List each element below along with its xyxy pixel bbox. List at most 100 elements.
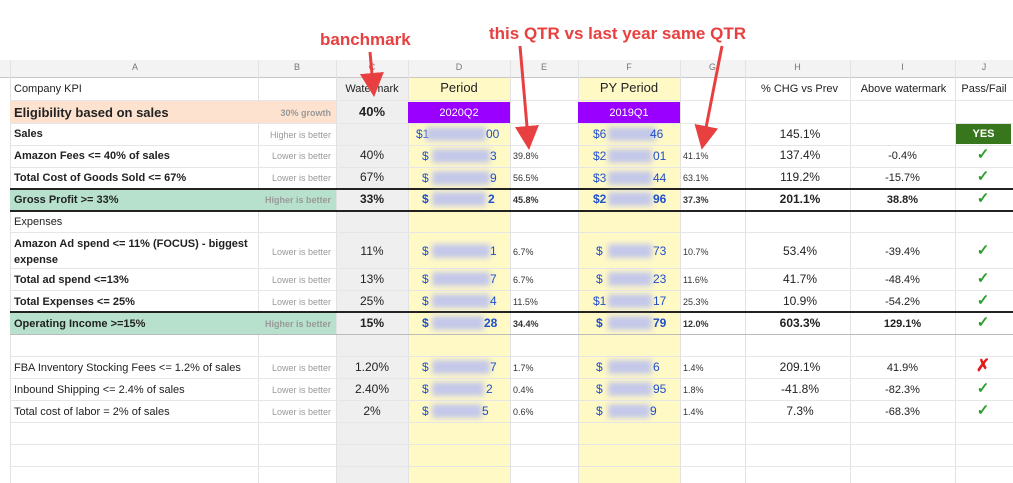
col-letter-b[interactable]: B [293,62,300,72]
pass-check-icon[interactable]: ✓ [976,146,990,163]
hint-fba-stocking[interactable]: Lower is better [271,363,331,373]
pass-check-icon[interactable]: ✓ [976,168,990,185]
pypct-total-expenses[interactable]: 25.3% [683,297,709,307]
pypct-total-ad-spend[interactable]: 11.6% [683,275,708,285]
pypct-fba-stocking[interactable]: 1.4% [683,363,704,373]
yes-badge[interactable] [956,124,1011,144]
py-fba-stocking[interactable]: $ [596,360,603,374]
kpi-gross-profit[interactable]: Gross Profit >= 33% [14,194,119,206]
py-sales[interactable]: $6 [593,127,607,141]
period-cogs[interactable]: $ [422,171,429,185]
col-letter-e[interactable]: E [540,62,547,72]
py-inbound-shipping[interactable]: $ [596,382,603,396]
chg-fba-stocking[interactable]: 209.1% [779,360,821,374]
ppct-amazon-ad-spend[interactable]: 6.7% [513,247,534,257]
header-above-watermark[interactable]: Above watermark [860,83,947,95]
pass-check-icon[interactable]: ✓ [976,270,990,287]
pass-check-icon[interactable]: ✓ [976,190,990,207]
header-py-period[interactable]: PY Period [599,80,659,95]
ppct-labor[interactable]: 0.6% [513,407,534,417]
col-letter-a[interactable]: A [131,62,138,72]
py-cogs[interactable]: $3 [593,171,607,185]
bench-amazon-fees[interactable]: 40% [359,148,385,162]
period-inbound-shipping[interactable]: $ [422,382,429,396]
pass-check-icon[interactable]: ✓ [976,402,990,419]
col-letter-h[interactable]: H [794,62,801,72]
period-badge[interactable] [408,102,510,123]
kpi-sales[interactable]: Sales [14,128,43,140]
kpi-labor[interactable]: Total cost of labor = 2% of sales [14,406,170,418]
ppct-fba-stocking[interactable]: 1.7% [513,363,534,373]
bench-total-expenses[interactable]: 25% [359,294,385,308]
above-amazon-ad-spend[interactable]: -39.4% [885,246,920,258]
hint-operating-income[interactable]: Higher is better [264,319,331,329]
col-letter-f[interactable]: F [626,62,632,72]
pypct-gross-profit[interactable]: 37.3% [683,195,709,205]
py-labor[interactable]: $ [596,404,603,418]
pypct-amazon-ad-spend[interactable]: 10.7% [683,247,709,257]
pass-check-icon[interactable]: ✓ [976,314,990,331]
py-amazon-fees[interactable]: $2 [593,149,607,163]
hint-amazon-ad-spend[interactable]: Lower is better [271,247,331,257]
hint-total-ad-spend[interactable]: Lower is better [271,275,331,285]
chg-amazon-ad-spend[interactable]: 53.4% [782,244,818,258]
section-expenses[interactable]: Expenses [14,216,63,228]
header-period[interactable]: Period [440,80,478,95]
chg-total-expenses[interactable]: 10.9% [782,294,818,308]
chg-gross-profit[interactable]: 201.1% [779,192,821,206]
col-letter-i[interactable]: I [901,62,904,72]
kpi-fba-stocking[interactable]: FBA Inventory Stocking Fees <= 1.2% of s… [14,362,241,374]
chg-sales[interactable]: 145.1% [779,127,821,141]
above-total-expenses[interactable]: -54.2% [885,296,920,308]
kpi-amazon-fees[interactable]: Amazon Fees <= 40% of sales [14,150,170,162]
chg-inbound-shipping[interactable]: -41.8% [780,382,820,396]
py-period-badge[interactable] [578,102,680,123]
kpi-total-ad-spend[interactable]: Total ad spend <=13% [14,274,129,286]
pypct-cogs[interactable]: 63.1% [683,173,709,183]
bench-labor[interactable]: 2% [363,404,381,418]
hint-amazon-fees[interactable]: Lower is better [271,151,331,161]
col-letter-j[interactable]: J [981,62,987,72]
eligibility-hint[interactable]: 30% growth [280,108,331,118]
hint-labor[interactable]: Lower is better [271,407,331,417]
ppct-gross-profit[interactable]: 45.8% [513,195,539,205]
pass-check-icon[interactable]: ✓ [976,292,990,309]
kpi-cogs[interactable]: Total Cost of Goods Sold <= 67% [14,172,187,184]
bench-inbound-shipping[interactable]: 2.40% [354,382,390,396]
col-letter-d[interactable]: D [455,62,463,72]
bench-amazon-ad-spend[interactable]: 11% [360,244,384,258]
period-operating-income[interactable]: $ [422,316,429,330]
py-operating-income[interactable]: $ [596,316,603,330]
pypct-operating-income[interactable]: 12.0% [683,319,709,329]
ppct-cogs[interactable]: 56.5% [513,173,539,183]
ppct-operating-income[interactable]: 34.4% [513,319,539,329]
ppct-total-expenses[interactable]: 11.5% [513,297,538,307]
header-chg-vs-prev[interactable]: % CHG vs Prev [760,83,838,95]
period-total-expenses[interactable]: $ [422,294,429,308]
chg-total-ad-spend[interactable]: 41.7% [782,272,818,286]
hint-gross-profit[interactable]: Higher is better [264,195,331,205]
period-amazon-fees[interactable]: $ [422,149,429,163]
above-labor[interactable]: -68.3% [885,406,920,418]
fail-x-icon[interactable]: ✗ [975,356,991,375]
above-gross-profit[interactable]: 38.8% [886,194,919,206]
bench-cogs[interactable]: 67% [359,170,385,184]
header-pass-fail[interactable]: Pass/Fail [961,83,1007,95]
chg-amazon-fees[interactable]: 137.4% [779,148,821,162]
kpi-operating-income[interactable]: Operating Income >=15% [14,318,146,330]
col-letter-g[interactable]: G [708,62,716,72]
chg-operating-income[interactable]: 603.3% [779,316,821,330]
pypct-inbound-shipping[interactable]: 1.8% [683,385,704,395]
py-total-expenses[interactable]: $1 [593,294,607,308]
eligibility-benchmark[interactable]: 40% [358,104,386,119]
ppct-amazon-fees[interactable]: 39.8% [513,151,539,161]
above-cogs[interactable]: -15.7% [885,172,920,184]
header-company-kpi[interactable]: Company KPI [14,83,82,95]
hint-cogs[interactable]: Lower is better [271,173,331,183]
ppct-inbound-shipping[interactable]: 0.4% [513,385,534,395]
above-total-ad-spend[interactable]: -48.4% [885,274,920,286]
ppct-total-ad-spend[interactable]: 6.7% [513,275,534,285]
period-fba-stocking[interactable]: $ [422,360,429,374]
above-operating-income[interactable]: 129.1% [883,318,922,330]
period-amazon-ad-spend[interactable]: $ [422,244,429,258]
